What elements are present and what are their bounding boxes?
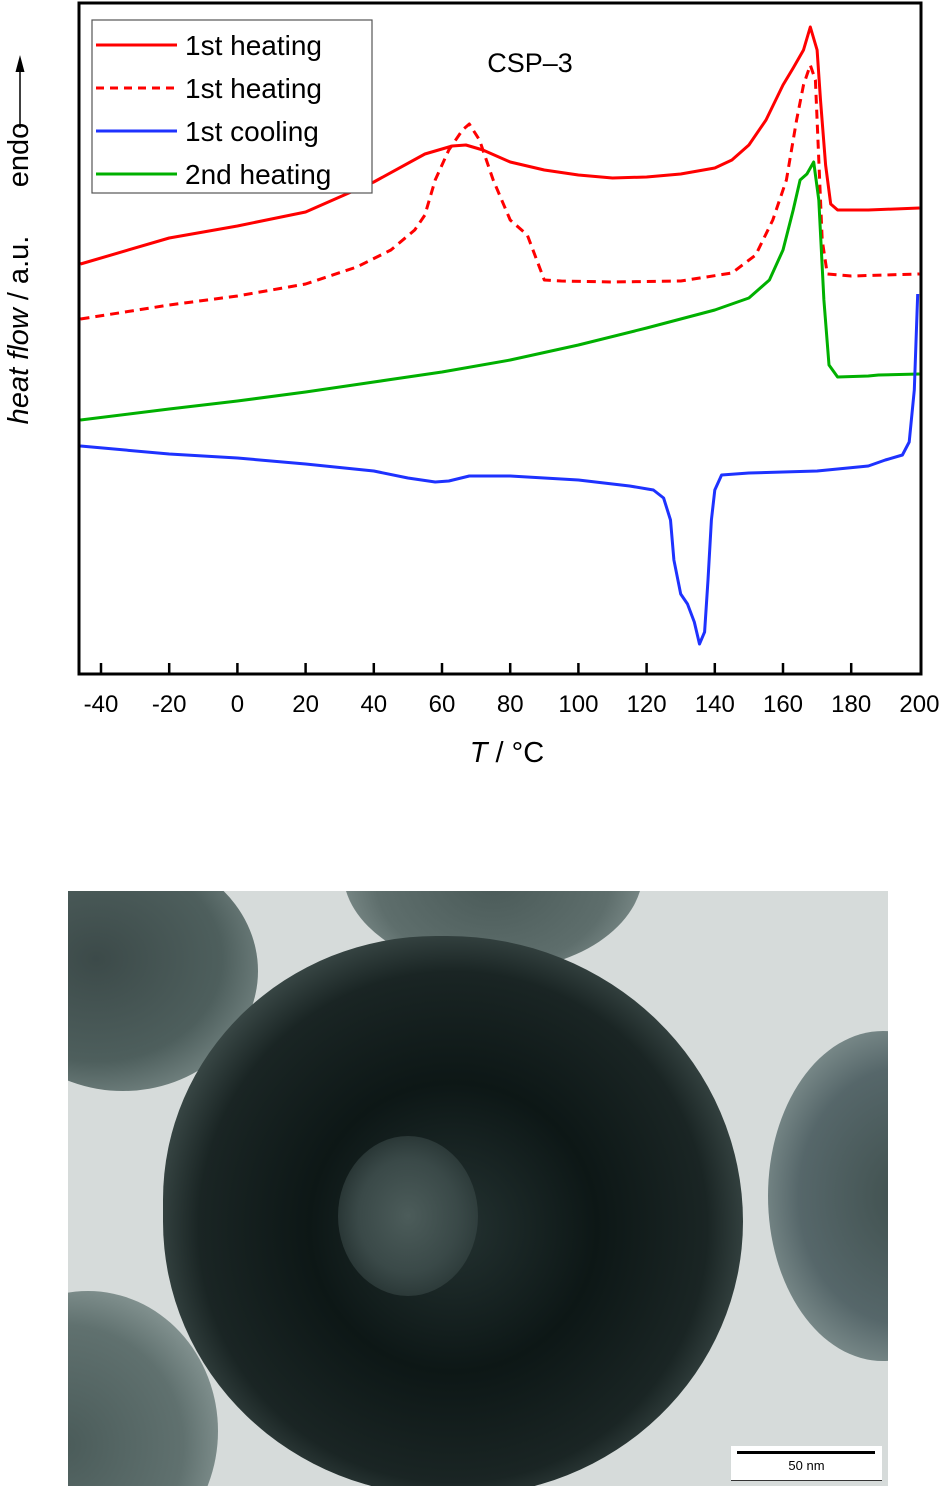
legend-label: 1st cooling bbox=[185, 116, 319, 147]
x-axis-label: T / °C bbox=[470, 737, 544, 769]
scale-bar-label: 50 nm bbox=[788, 1458, 825, 1473]
x-axis-label-unit: / °C bbox=[488, 737, 545, 769]
series-line-2nd-heating bbox=[80, 160, 920, 422]
plot-curves bbox=[80, 25, 920, 646]
x-tick-label: -40 bbox=[84, 691, 119, 718]
plot-frame bbox=[77, 1, 923, 676]
x-tick-label: 100 bbox=[558, 691, 598, 718]
x-tick-label: -20 bbox=[152, 691, 187, 718]
particle-core bbox=[338, 1136, 478, 1296]
x-tick-label: 160 bbox=[763, 691, 803, 718]
x-tick-label: 60 bbox=[429, 691, 456, 718]
y-axis-label-var: heat flow bbox=[3, 306, 35, 424]
x-axis-label-var: T bbox=[470, 737, 490, 769]
y-axis-endo-label: endo bbox=[3, 123, 35, 188]
y-axis-label-group: heat flow / a.u. endo bbox=[3, 123, 35, 425]
legend-label: 1st heating bbox=[185, 73, 322, 104]
series-line-1st-cooling bbox=[80, 293, 920, 646]
x-tick-label: 200 bbox=[899, 691, 939, 718]
particle-right bbox=[768, 1031, 888, 1361]
scale-bar: 50 nm bbox=[731, 1446, 882, 1481]
legend: 1st heating 1st heating 1st cooling 2nd hea… bbox=[91, 19, 373, 194]
series-line-1st-heating-dashed bbox=[80, 63, 920, 321]
y-axis-label-unit: / a.u. bbox=[3, 236, 35, 309]
x-tick-label: 80 bbox=[497, 691, 524, 718]
x-tick-label: 140 bbox=[695, 691, 735, 718]
x-axis-ticks: -40 -20 0 20 40 60 80 100 120 140 160 180 200 bbox=[84, 663, 939, 718]
x-tick-label: 20 bbox=[292, 691, 319, 718]
tem-micrograph bbox=[68, 891, 888, 1486]
legend-label: 1st heating bbox=[185, 30, 322, 61]
chart-annotation-sample: CSP–3 bbox=[487, 48, 573, 78]
dsc-chart: -40 -20 0 20 40 60 80 100 120 140 160 180 200 1st he… bbox=[3, 1, 939, 769]
scale-bar-line bbox=[737, 1451, 875, 1454]
x-tick-label: 120 bbox=[627, 691, 667, 718]
y-axis-label: heat flow / a.u. bbox=[3, 236, 35, 425]
endo-up-arrow-icon bbox=[15, 55, 25, 128]
series-line-1st-heating bbox=[80, 25, 920, 266]
x-tick-label: 180 bbox=[831, 691, 871, 718]
legend-label: 2nd heating bbox=[185, 159, 331, 190]
legend-box bbox=[91, 19, 373, 194]
x-tick-label: 0 bbox=[231, 691, 244, 718]
x-tick-label: 40 bbox=[360, 691, 387, 718]
